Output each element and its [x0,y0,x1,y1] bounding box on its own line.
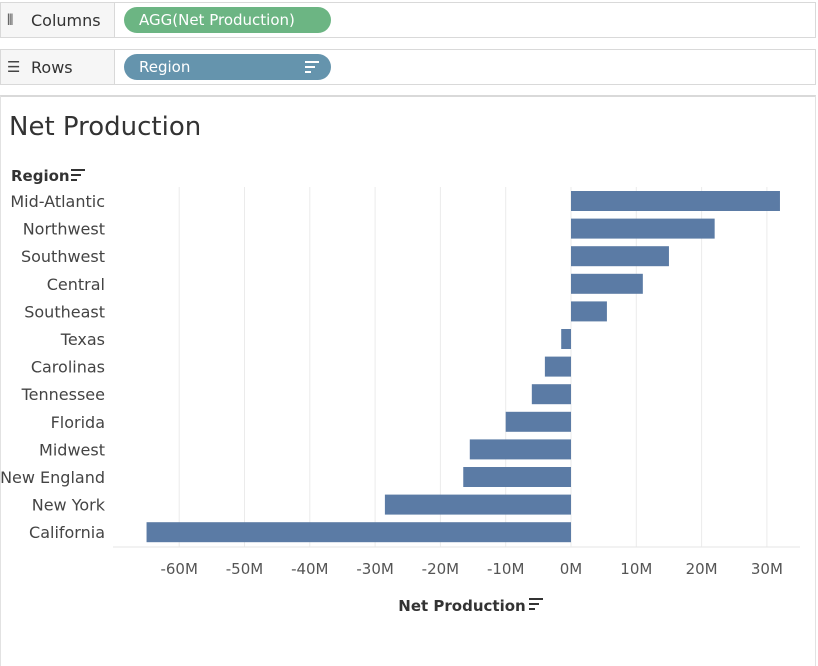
columns-label-text: Columns [31,10,101,30]
bar-new-york[interactable] [384,494,571,515]
rows-shelf-label: ☰ Rows [1,50,115,84]
rows-icon: ☰ [7,58,21,76]
bar-carolinas[interactable] [544,356,571,377]
x-sort-icon-bar [529,598,543,600]
x-tick-label: 10M [620,560,652,578]
category-label: Carolinas [31,358,105,377]
category-label: Texas [60,330,105,349]
bar-texas[interactable] [561,329,571,349]
columns-icon: ⫴ [7,11,14,29]
bar-california[interactable] [146,522,572,543]
bar-florida[interactable] [505,411,571,432]
category-label: Central [47,275,105,294]
category-label: Midwest [39,440,105,459]
rows-label-text: Rows [31,57,73,77]
chart-title: Net Production [9,112,202,142]
bar-new-england[interactable] [463,467,571,487]
x-tick-label: -40M [291,560,328,578]
bar-central[interactable] [571,273,643,294]
columns-pill-label: AGG(Net Production) [139,11,295,29]
x-tick-label: -10M [487,560,524,578]
x-tick-label: 20M [686,560,718,578]
x-tick-label: -20M [422,560,459,578]
bar-southeast[interactable] [571,301,607,322]
rows-pill-label: Region [139,58,191,76]
category-label: Southeast [24,302,105,321]
x-axis-title: Net Production [398,597,525,615]
category-label: Southwest [21,247,105,266]
y-sort-icon-bar [71,169,85,171]
x-tick-label: 30M [751,560,783,578]
y-axis-title: Region [11,167,70,185]
x-sort-icon-bar [529,603,539,605]
columns-pill[interactable]: AGG(Net Production) [124,7,331,33]
bar-midwest[interactable] [469,439,571,460]
category-label: Northwest [23,220,105,239]
y-sort-icon-bar [71,179,77,181]
x-tick-label: -30M [356,560,393,578]
bar-mid-atlantic[interactable] [571,191,780,211]
bar-tennessee[interactable] [531,384,571,405]
x-tick-label: 0M [560,560,583,578]
category-label: Florida [51,413,105,432]
columns-shelf-label: ⫴ Columns [1,3,115,37]
y-sort-icon-bar [71,174,81,176]
category-label: Tennessee [21,385,105,404]
sort-icon[interactable] [305,61,319,73]
category-label: New England [0,468,105,487]
category-label: California [29,523,105,542]
category-label: Mid-Atlantic [10,192,105,211]
x-sort-icon-bar [529,608,535,610]
view-panel [0,95,816,666]
x-tick-label: -50M [226,560,263,578]
bar-northwest[interactable] [571,218,715,239]
bar-southwest[interactable] [571,246,669,267]
rows-pill[interactable]: Region [124,54,331,80]
x-tick-label: -60M [160,560,197,578]
category-label: New York [32,496,106,515]
